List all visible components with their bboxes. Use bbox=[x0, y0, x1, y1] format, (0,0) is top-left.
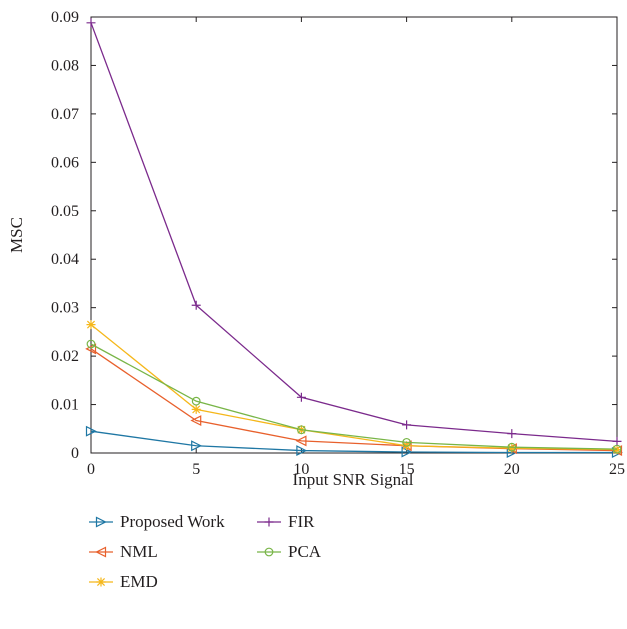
data-point-proposed-work bbox=[191, 440, 203, 452]
series-fir bbox=[86, 18, 622, 446]
data-point-fir bbox=[296, 392, 306, 402]
y-tick-label: 0.07 bbox=[51, 106, 79, 123]
data-point-nml bbox=[295, 435, 307, 447]
legend-swatch-pca bbox=[257, 547, 281, 557]
y-tick-label: 0.06 bbox=[51, 154, 79, 171]
legend-marker bbox=[264, 547, 274, 557]
data-point-pca bbox=[297, 425, 306, 435]
data-point-emd bbox=[612, 445, 622, 455]
plot-area: 0 5 10 15 20 25 0 0.01 0.02 0.03 0.04 0.05 0.06 0.07 0… bbox=[51, 9, 625, 478]
legend-label: FIR bbox=[288, 512, 315, 531]
y-tick-label: 0.03 bbox=[51, 300, 79, 317]
legend-item-pca: PCA bbox=[256, 540, 321, 564]
series-line-pca bbox=[90, 343, 618, 450]
data-point-fir bbox=[507, 429, 517, 439]
legend-label: PCA bbox=[288, 542, 322, 561]
legend-swatch-proposed-work bbox=[89, 516, 113, 528]
x-axis-title: Input SNR Signal bbox=[293, 470, 414, 489]
legend-marker bbox=[95, 546, 107, 558]
data-point-nml bbox=[85, 343, 97, 355]
legend-marker bbox=[96, 577, 106, 587]
y-tick-label: 0.09 bbox=[51, 9, 79, 26]
series-pca bbox=[86, 339, 622, 454]
data-point-proposed-work bbox=[85, 425, 97, 437]
legend-item-emd: EMD bbox=[88, 570, 158, 594]
data-point-pca bbox=[612, 444, 622, 454]
plot-frame bbox=[90, 16, 618, 454]
data-point-pca bbox=[507, 442, 517, 452]
legend: Proposed Work NML EMD FIR PCA bbox=[88, 510, 508, 620]
data-point-emd bbox=[191, 404, 201, 414]
data-point-emd bbox=[507, 443, 517, 453]
x-tick-label: 10 bbox=[293, 461, 309, 478]
data-point-proposed-work bbox=[296, 445, 308, 457]
series-nml bbox=[85, 343, 623, 457]
legend-label: NML bbox=[120, 542, 158, 561]
data-point-fir bbox=[191, 300, 201, 310]
series-line-proposed-work bbox=[90, 430, 617, 454]
data-point-pca bbox=[86, 339, 96, 349]
legend-marker bbox=[95, 516, 107, 528]
y-tick-label: 0.04 bbox=[51, 251, 79, 268]
y-tick-label: 0.08 bbox=[51, 57, 79, 74]
data-point-emd bbox=[86, 320, 96, 330]
legend-item-fir: FIR bbox=[256, 510, 314, 534]
legend-swatch-nml bbox=[89, 546, 113, 558]
y-tick-label: 0.02 bbox=[51, 348, 79, 365]
y-tick-label: 0.01 bbox=[51, 397, 79, 414]
legend-item-nml: NML bbox=[88, 540, 158, 564]
legend-label: EMD bbox=[120, 572, 158, 591]
x-tick-label: 5 bbox=[192, 461, 200, 478]
x-tick-label: 25 bbox=[609, 461, 625, 478]
legend-marker bbox=[264, 517, 274, 527]
legend-swatch-emd bbox=[89, 577, 113, 587]
x-tick-label: 15 bbox=[399, 461, 415, 478]
x-tick-label: 0 bbox=[87, 461, 95, 478]
series-emd bbox=[86, 320, 622, 455]
legend-item-proposed-work: Proposed Work bbox=[88, 510, 225, 534]
data-point-fir bbox=[612, 436, 622, 446]
x-tick-label: 20 bbox=[504, 461, 520, 478]
series-line-emd bbox=[90, 324, 618, 451]
data-point-pca bbox=[191, 396, 201, 406]
legend-label: Proposed Work bbox=[120, 512, 225, 531]
y-tick-label: 0.05 bbox=[51, 203, 79, 220]
series-proposed-work bbox=[85, 425, 623, 458]
series-line-fir bbox=[90, 22, 618, 443]
data-point-nml bbox=[190, 415, 202, 427]
y-tick-label: 0 bbox=[71, 445, 79, 462]
y-axis-title: MSC bbox=[7, 217, 26, 253]
data-point-pca bbox=[402, 437, 412, 447]
data-point-fir bbox=[402, 420, 412, 430]
data-point-fir bbox=[86, 18, 96, 28]
legend-swatch-fir bbox=[257, 517, 281, 527]
